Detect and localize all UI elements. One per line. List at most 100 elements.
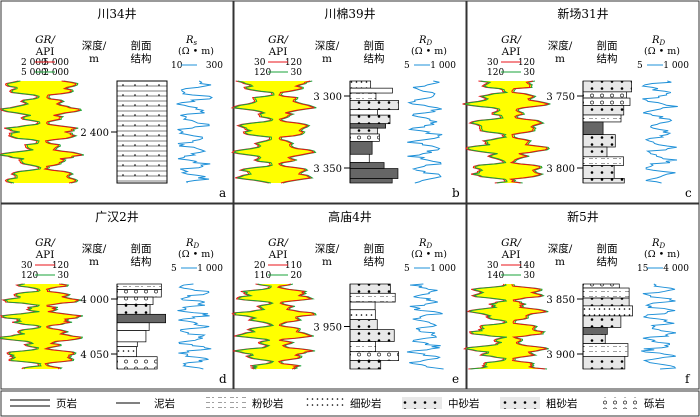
legend-swatch: [304, 397, 344, 409]
lithology-bed: [349, 114, 391, 125]
silt-dot: [134, 134, 136, 136]
legend-frame: [0, 390, 700, 417]
depth-header-label: 深度/: [548, 39, 573, 52]
silt-dot: [146, 104, 148, 106]
depth-tick-label: 4 050: [80, 350, 109, 361]
lithology-bed: [582, 327, 608, 335]
lithology-bed: [116, 283, 162, 290]
gr-scale-top-max: 110: [285, 261, 302, 271]
legend-swatch: [598, 397, 638, 409]
lithology-bed: [582, 305, 633, 317]
gr-red-curve-right: [276, 283, 315, 370]
lithology-column: [116, 283, 166, 370]
silt-dot: [134, 124, 136, 126]
depth-header-unit: m: [322, 256, 332, 268]
depth-header-unit: m: [555, 256, 565, 268]
gr-green-curve-left: [232, 80, 275, 184]
lithology-bed: [582, 146, 608, 158]
lithology-bed: [349, 283, 391, 294]
resistivity-unit: (Ω • m): [178, 249, 214, 260]
resistivity-scale-min: 10: [171, 61, 183, 71]
silt-dot: [158, 134, 160, 136]
depth-tick-label: 3 300: [313, 92, 342, 103]
lithology-bed: [349, 319, 378, 330]
depth-header-unit: m: [89, 53, 99, 65]
lithology-bed: [582, 105, 625, 116]
silt-dot: [122, 94, 124, 96]
section-header-line2: 结构: [131, 52, 152, 65]
gr-scale-top-max: 120: [285, 58, 302, 68]
legend: 页岩 泥岩 粉砂岩 细砂岩 中砂岩 粗砂岩 砾岩: [0, 390, 700, 417]
legend-label: 页岩: [56, 397, 77, 410]
resistivity-scale-max: 1 000: [430, 61, 456, 71]
panel-title: 川棉39井: [324, 7, 375, 21]
gr-scale-bottom-max: 30: [291, 68, 303, 78]
depth-tick-label: 3 800: [546, 164, 575, 175]
resistivity-subscript: D: [659, 39, 666, 47]
lithology-column: [349, 80, 399, 184]
api-label: API: [268, 46, 288, 58]
depth-header-label: 深度/: [315, 39, 340, 52]
lithology-bed: [349, 127, 379, 135]
section-header-line1: 剖面: [597, 242, 618, 255]
depth-tick-label: 3 950: [313, 323, 342, 334]
silt-dot: [146, 134, 148, 136]
silt-dot: [158, 84, 160, 86]
gr-fill-area: [464, 284, 549, 369]
silt-dot: [134, 144, 136, 146]
legend-label: 泥岩: [154, 397, 175, 410]
gr-scale-bottom-min: 120: [254, 68, 271, 78]
lithology-column: [116, 80, 168, 184]
resistivity-scale-min: 5: [637, 61, 643, 71]
lithology-column: [349, 283, 399, 370]
depth-tick-label: 3 350: [313, 164, 342, 175]
silt-dot: [158, 104, 160, 106]
gr-red-curve-right: [508, 80, 549, 184]
lithology-bed: [582, 80, 632, 93]
lithology-bed: [349, 341, 376, 353]
silt-dot: [158, 174, 160, 176]
lithology-bed: [349, 80, 372, 89]
lithology-bed: [349, 360, 382, 370]
depth-header-label: 深度/: [82, 39, 107, 52]
lithology-bed: [116, 322, 150, 331]
legend-item-conglomerate: 砾岩: [598, 397, 665, 410]
resistivity-unit: (Ω • m): [644, 46, 680, 57]
resistivity-curve: [641, 80, 678, 184]
legend-label: 砾岩: [644, 397, 665, 410]
panel-letter: a: [219, 186, 226, 200]
gr-fill-area: [0, 81, 84, 183]
gr-scale-bottom-min: 140: [487, 271, 504, 281]
depth-header-label: 深度/: [82, 242, 107, 255]
lithology-bed: [349, 292, 396, 303]
section-header-line1: 剖面: [131, 242, 152, 255]
lithology-bed: [349, 153, 370, 163]
lithology-bed: [116, 80, 168, 184]
gr-scale-top-max: 140: [518, 261, 535, 271]
silt-dot: [122, 124, 124, 126]
lithology-bed: [116, 304, 151, 315]
resistivity-subscript: D: [193, 242, 200, 250]
gr-scale-top-min: 30: [254, 58, 266, 68]
gr-scale-bottom-max: 30: [524, 68, 536, 78]
resistivity-scale-min: 5: [171, 264, 177, 274]
lithology-bed: [349, 123, 386, 129]
gr-fill-area: [0, 284, 83, 369]
panel-letter: b: [452, 186, 460, 200]
resistivity-unit: (Ω • m): [178, 46, 214, 57]
legend-item-medium_sandstone: 中砂岩: [402, 397, 480, 410]
silt-dot: [146, 144, 148, 146]
gr-label: GR/: [35, 237, 56, 249]
panel-letter: c: [685, 186, 692, 200]
lithology-bed: [116, 356, 158, 370]
lithology-bed: [116, 289, 162, 298]
lithology-bed: [582, 343, 629, 357]
depth-header-unit: m: [322, 53, 332, 65]
gr-label: GR/: [268, 34, 289, 46]
lithology-bed: [349, 178, 393, 184]
legend-swatch: [10, 397, 50, 409]
gr-scale-bottom-max: 30: [58, 271, 70, 281]
silt-dot: [146, 114, 148, 116]
silt-dot: [122, 154, 124, 156]
